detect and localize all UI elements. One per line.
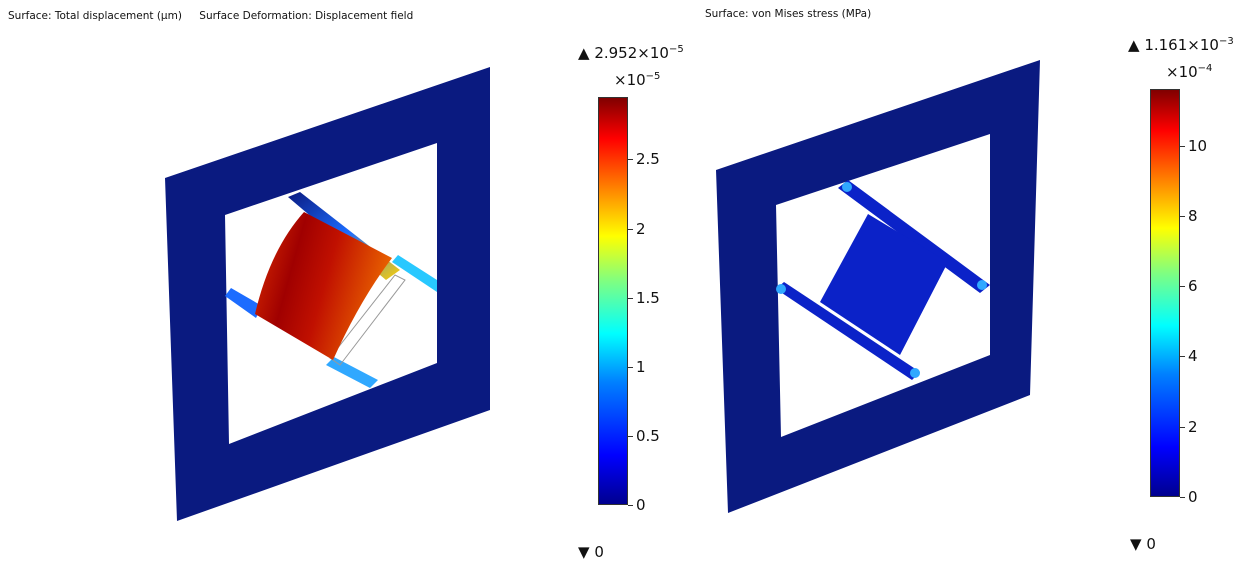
left-deformed-mass xyxy=(255,212,392,360)
right-title-surface: Surface: von Mises stress (MPa) xyxy=(705,8,872,20)
colorbar-tick-label: 4 xyxy=(1180,347,1198,366)
right-multiplier: ×10−4 xyxy=(1166,63,1212,81)
right-max-value: 1.161×10 xyxy=(1144,36,1219,54)
colorbar-tick-label: 1 xyxy=(628,357,646,376)
down-arrow-icon: ▼ xyxy=(578,543,590,561)
right-mass xyxy=(820,214,948,355)
right-min-value: 0 xyxy=(1146,535,1156,553)
left-frame xyxy=(165,67,490,521)
colorbar-tick-label: 2.5 xyxy=(628,150,660,169)
left-max-marker: ▲ 2.952×10−5 xyxy=(578,44,684,62)
right-hotspot-left xyxy=(776,284,786,294)
colorbar-tick-label: 6 xyxy=(1180,277,1198,296)
left-beam-left xyxy=(225,288,262,318)
right-hotspot-top xyxy=(842,182,852,192)
left-multiplier-exponent: −5 xyxy=(645,71,661,82)
left-min-marker: ▼ 0 xyxy=(578,543,604,561)
right-frame xyxy=(716,60,1040,513)
colorbar-tick-label: 0 xyxy=(1180,488,1198,506)
right-beam-left xyxy=(776,282,920,380)
left-max-exponent: −5 xyxy=(668,44,684,55)
right-min-marker: ▼ 0 xyxy=(1130,535,1156,553)
left-beam-right xyxy=(392,255,437,292)
left-beam-bottom xyxy=(326,357,378,388)
up-arrow-icon: ▲ xyxy=(578,44,590,62)
colorbar-tick-label: 2 xyxy=(1180,417,1198,436)
colorbar-tick-label: 8 xyxy=(1180,206,1198,225)
right-beam-top xyxy=(838,180,990,293)
colorbar-tick-label: 2 xyxy=(628,219,646,238)
colorbar-tick-label: 1.5 xyxy=(628,288,660,307)
left-multiplier-base: ×10 xyxy=(614,71,646,89)
left-colorbar xyxy=(598,97,628,505)
up-arrow-icon: ▲ xyxy=(1128,36,1140,54)
down-arrow-icon: ▼ xyxy=(1130,535,1142,553)
right-hotspot-bottom xyxy=(910,368,920,378)
colorbar-tick-label: 0 xyxy=(628,496,646,514)
left-title-surface: Surface: Total displacement (µm) xyxy=(8,10,182,22)
right-colorbar xyxy=(1150,89,1180,497)
right-max-marker: ▲ 1.161×10−3 xyxy=(1128,36,1234,54)
right-plot-title: Surface: von Mises stress (MPa) xyxy=(705,8,885,20)
left-min-value: 0 xyxy=(594,543,604,561)
left-plot-title: Surface: Total displacement (µm) Surface… xyxy=(8,10,427,22)
left-max-value: 2.952×10 xyxy=(594,44,669,62)
left-multiplier: ×10−5 xyxy=(614,71,660,89)
right-multiplier-base: ×10 xyxy=(1166,63,1198,81)
left-title-deformation: Surface Deformation: Displacement field xyxy=(199,10,414,22)
right-max-exponent: −3 xyxy=(1218,36,1234,47)
right-hotspot-right xyxy=(977,280,987,290)
colorbar-tick-label: 0.5 xyxy=(628,426,660,445)
right-multiplier-exponent: −4 xyxy=(1197,63,1213,74)
left-undeformed-outline xyxy=(329,274,406,366)
colorbar-tick-label: 10 xyxy=(1179,136,1208,155)
